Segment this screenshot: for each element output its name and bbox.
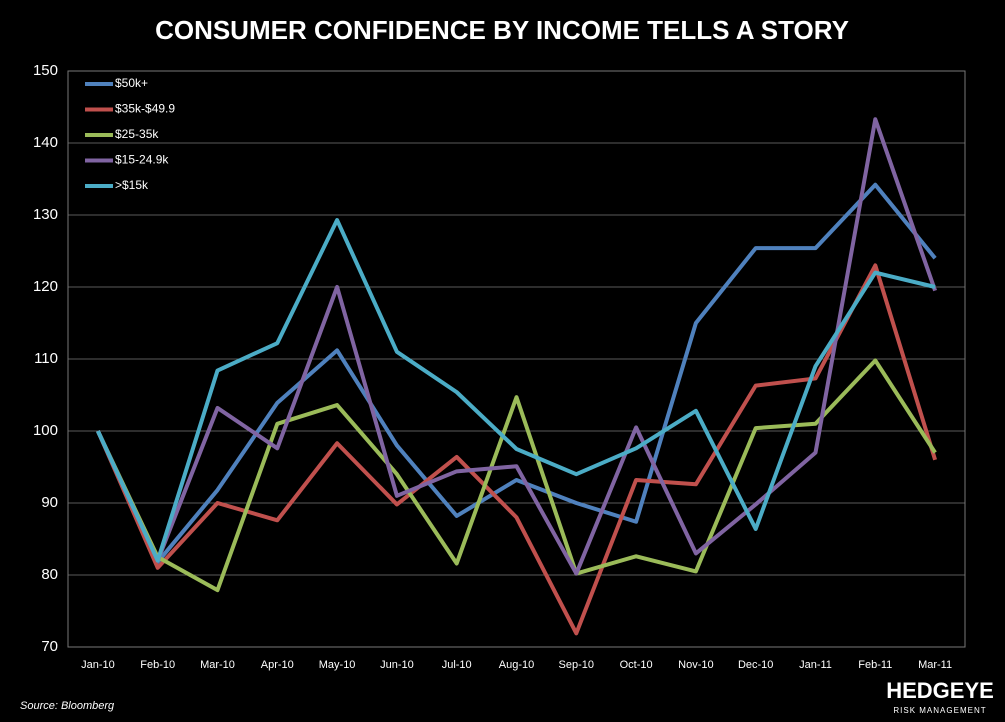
x-tick-label: Oct-10 [620, 659, 653, 671]
y-tick-label: 80 [41, 566, 58, 583]
logo: HEDGEYE [886, 678, 994, 703]
x-tick-label: Jan-10 [81, 659, 115, 671]
x-tick-label: Jan-11 [799, 659, 832, 671]
x-tick-label: Jun-10 [380, 659, 414, 671]
y-tick-label: 130 [33, 206, 58, 223]
chart-title: CONSUMER CONFIDENCE BY INCOME TELLS A ST… [155, 15, 849, 45]
y-tick-label: 70 [41, 638, 58, 655]
legend-label: $15-24.9k [115, 153, 169, 167]
y-tick-label: 110 [34, 350, 58, 367]
legend-label: >$15k [115, 178, 149, 192]
x-tick-label: Mar-10 [200, 659, 235, 671]
series-line [96, 117, 937, 576]
x-tick-label: May-10 [319, 659, 356, 671]
x-tick-label: Aug-10 [499, 659, 534, 671]
x-tick-label: Dec-10 [738, 659, 773, 671]
y-tick-label: 90 [41, 494, 58, 511]
x-tick-label: Jul-10 [442, 659, 472, 671]
logo-tagline: RISK MANAGEMENT [893, 706, 986, 715]
x-tick-label: Feb-10 [140, 659, 175, 671]
y-tick-label: 140 [33, 134, 58, 151]
y-tick-label: 120 [33, 278, 58, 295]
plot-border [67, 70, 966, 648]
series-line [96, 218, 936, 563]
x-tick-label: Apr-10 [261, 659, 294, 671]
series-line [96, 263, 938, 636]
legend-label: $25-35k [115, 127, 159, 141]
legend-label: $50k+ [115, 76, 148, 90]
x-tick-label: Nov-10 [678, 659, 713, 671]
x-tick-label: Sep-10 [559, 659, 594, 671]
series-line [96, 182, 937, 565]
y-tick-label: 100 [33, 422, 58, 439]
y-tick-label: 150 [33, 62, 58, 79]
source: Source: Bloomberg [20, 700, 115, 712]
legend-label: $35k-$49.9 [115, 102, 175, 116]
x-tick-label: Mar-11 [918, 659, 952, 671]
x-tick-label: Feb-11 [858, 659, 892, 671]
